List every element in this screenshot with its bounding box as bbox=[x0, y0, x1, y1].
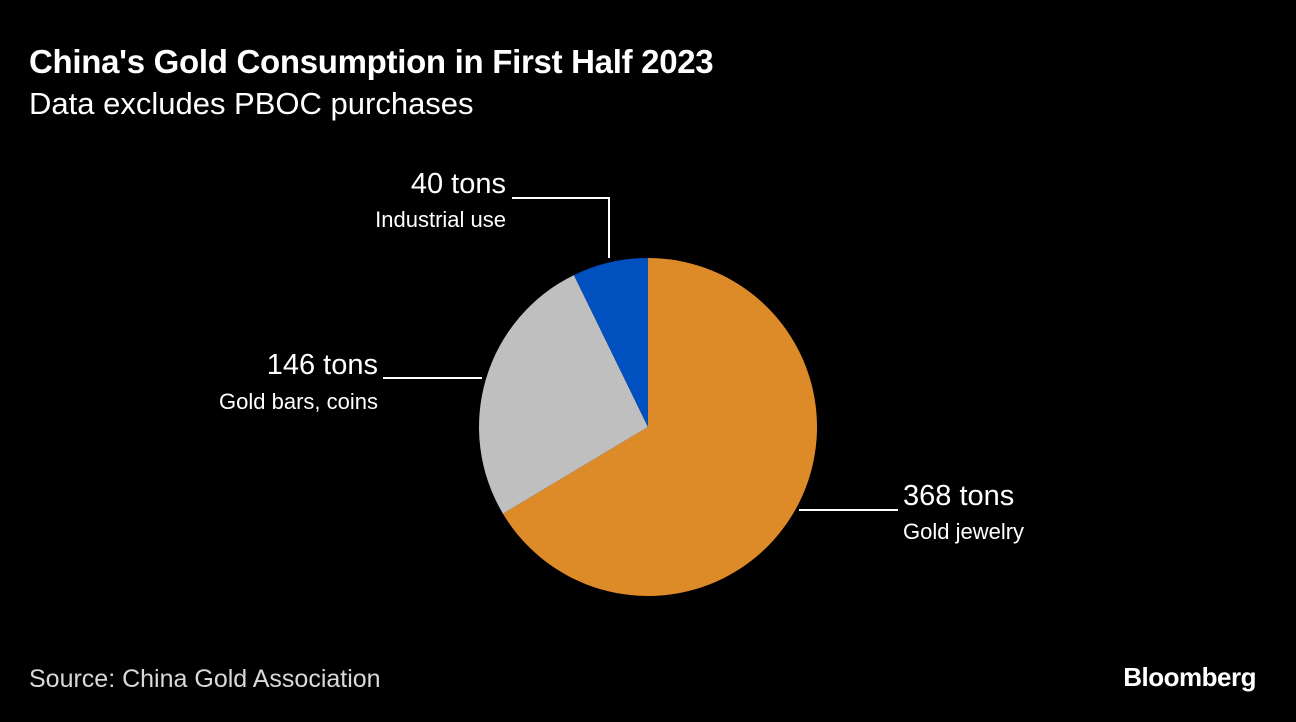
slice-value-label: 40 tons bbox=[411, 168, 506, 200]
chart-subtitle: Data excludes PBOC purchases bbox=[29, 86, 474, 121]
leader-line-industrial-use bbox=[512, 197, 610, 258]
pie-slice-industrial-use bbox=[573, 258, 648, 427]
chart-title: China's Gold Consumption in First Half 2… bbox=[29, 43, 714, 80]
slice-value-label: 368 tons bbox=[903, 480, 1014, 512]
pie-labels: 40 tons Industrial use 146 tons Gold bar… bbox=[219, 168, 1024, 544]
pie-slice-gold-jewelry bbox=[502, 258, 818, 596]
bloomberg-logo: Bloomberg bbox=[1123, 662, 1256, 692]
slice-name-label: Industrial use bbox=[375, 207, 506, 232]
source-note: Source: China Gold Association bbox=[29, 665, 381, 693]
slice-name-label: Gold jewelry bbox=[903, 519, 1024, 544]
pie-slice-gold-bars-coins bbox=[479, 275, 648, 514]
pie-slices bbox=[479, 258, 818, 596]
slice-value-label: 146 tons bbox=[267, 349, 378, 381]
slice-name-label: Gold bars, coins bbox=[219, 389, 378, 414]
